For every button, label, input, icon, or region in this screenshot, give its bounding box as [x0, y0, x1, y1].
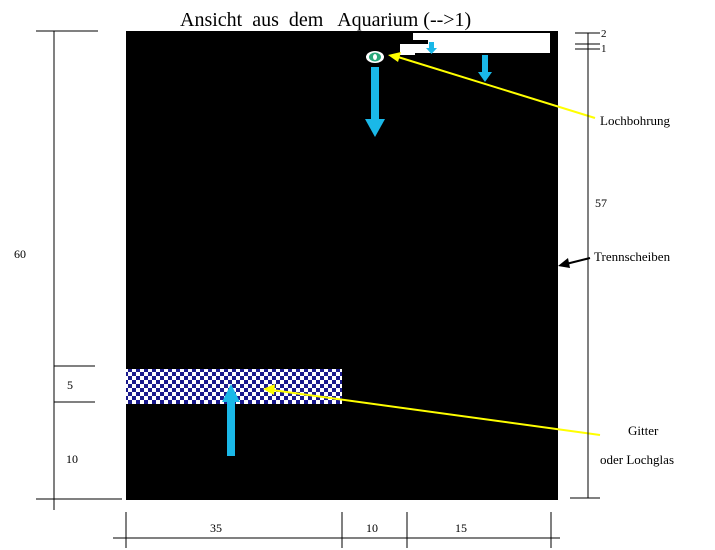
diagram-title: Ansicht aus dem Aquarium (-->1): [180, 9, 471, 31]
pointer-lochbohrung: [388, 52, 596, 119]
dim-width-right: 15: [455, 521, 467, 535]
flow-arrow-down-small-icon: [478, 55, 492, 82]
pointer-trennscheiben: [558, 257, 591, 268]
dim-width-left: 35: [210, 521, 222, 535]
drill-hole-icon: [366, 51, 384, 63]
label-trennscheiben: Trennscheiben: [594, 249, 671, 264]
label-lochbohrung: Lochbohrung: [600, 113, 671, 128]
dim-total-height: 60: [14, 247, 26, 261]
overflow-chamber: [413, 33, 550, 53]
chamber-arrow-down-icon: [426, 42, 437, 54]
dim-bottom-gap: 10: [66, 452, 78, 466]
dim-grid-height: 5: [67, 378, 73, 392]
dim-width-mid: 10: [366, 521, 378, 535]
overflow-chamber-step: [400, 44, 415, 55]
pointer-gitter: [263, 384, 601, 436]
tank-body: [126, 31, 558, 500]
right-dimension-lines: [570, 32, 600, 499]
left-dimension-lines: [36, 30, 122, 510]
label-oder-lochglas: oder Lochglas: [600, 452, 674, 467]
dim-top-2: 2: [601, 28, 607, 40]
dim-right-height: 57: [595, 196, 607, 210]
dim-top-1: 1: [601, 43, 607, 55]
flow-arrow-down-icon: [365, 67, 385, 137]
overflow-divider: [408, 40, 428, 44]
flow-arrow-up-icon: [222, 384, 240, 456]
label-gitter: Gitter: [628, 423, 659, 438]
bottom-dimension-lines: [113, 512, 560, 548]
